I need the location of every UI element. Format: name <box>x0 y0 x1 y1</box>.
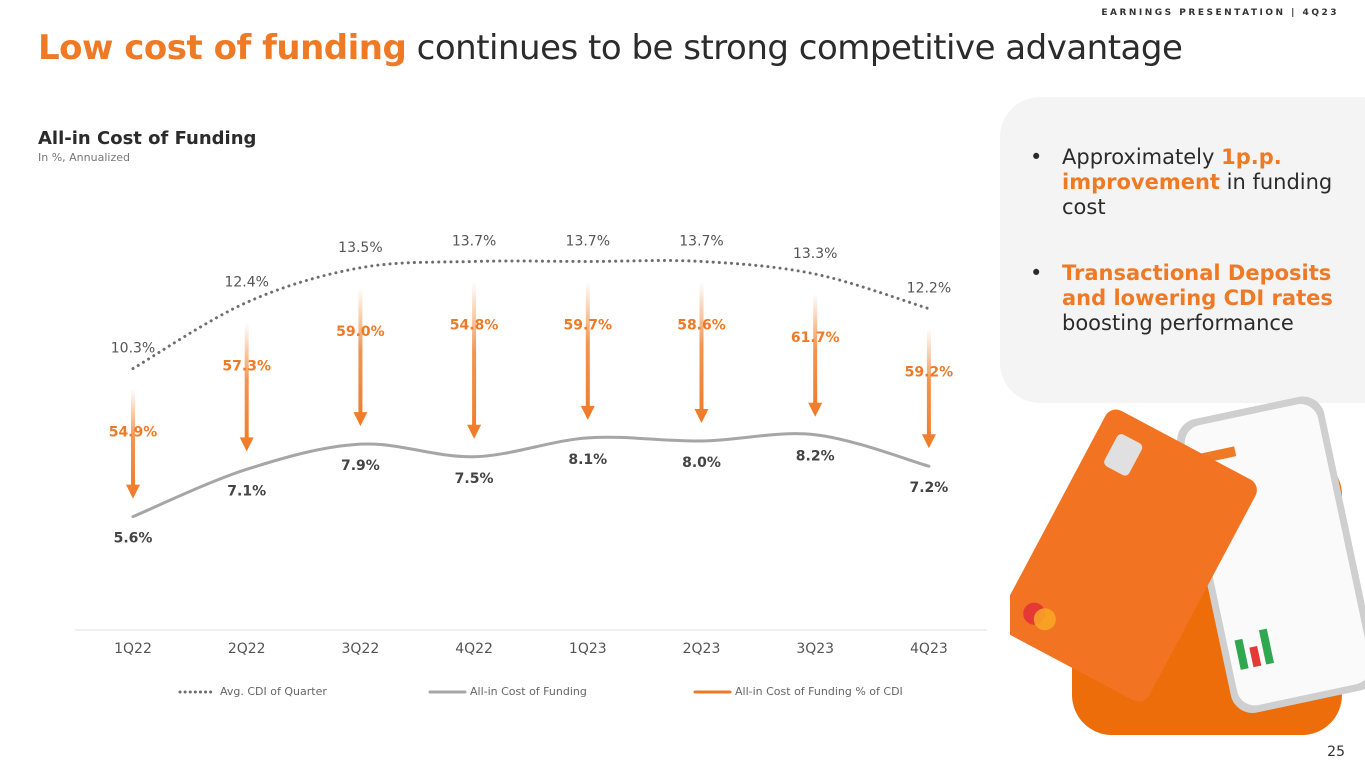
data-label: 8.0% <box>682 455 721 471</box>
data-label: 13.7% <box>566 233 610 249</box>
chart-subtitle: In %, Annualized <box>38 151 130 164</box>
data-label: 58.6% <box>677 317 726 333</box>
data-label: 13.5% <box>338 240 382 256</box>
arrow <box>467 281 482 439</box>
x-tick-label: 2Q23 <box>683 641 721 657</box>
x-tick-label: 4Q22 <box>455 641 493 657</box>
arrow <box>694 281 709 423</box>
legend-label: All-in Cost of Funding % of CDI <box>735 685 903 698</box>
bullet-segment: in funding cost <box>1062 170 1339 219</box>
data-label: 54.8% <box>450 317 499 333</box>
bullet-segment: boosting performance <box>1062 286 1340 335</box>
side-panel <box>1000 97 1365 403</box>
data-label: 12.2% <box>907 281 951 297</box>
x-tick-label: 2Q22 <box>228 641 266 657</box>
data-label: 12.4% <box>224 274 268 290</box>
page-number: 25 <box>1327 744 1345 760</box>
chart-title: All-in Cost of Funding <box>38 128 256 149</box>
phone-bar <box>1258 628 1275 665</box>
series-line <box>131 259 931 371</box>
data-label: 8.2% <box>796 449 835 465</box>
arrow <box>808 294 823 417</box>
x-tick-label: 1Q23 <box>569 641 607 657</box>
data-label: 57.3% <box>222 358 271 374</box>
data-label: 61.7% <box>791 330 840 346</box>
series-line <box>131 432 931 519</box>
bullet-text: Approximately 1p.p. improvement in fundi… <box>1062 145 1352 220</box>
data-label: 7.1% <box>227 483 266 499</box>
title-rest: continues to be strong competitive advan… <box>416 28 1183 68</box>
arrow <box>126 388 140 499</box>
data-label: 59.0% <box>336 324 385 340</box>
data-label: 54.9% <box>109 425 158 441</box>
bullet-segment: Transactional Deposits and lowering CDI … <box>1062 261 1339 310</box>
data-label: 7.9% <box>341 458 380 474</box>
data-label: 5.6% <box>114 531 153 547</box>
bullet-segment: Approximately <box>1062 145 1222 169</box>
arrow <box>580 281 595 420</box>
data-label: 8.1% <box>568 452 607 468</box>
arrow <box>239 322 254 452</box>
card-chip <box>1104 434 1143 476</box>
card-body <box>1010 409 1257 702</box>
arrow <box>353 287 368 427</box>
data-label: 13.7% <box>452 233 496 249</box>
chart: All-in Cost of Funding In %, Annualized … <box>38 128 987 698</box>
legend-label: Avg. CDI of Quarter <box>220 685 327 698</box>
x-tick-label: 4Q23 <box>910 641 948 657</box>
legend-label: All-in Cost of Funding <box>470 685 587 698</box>
data-label: 13.7% <box>679 233 723 249</box>
bullet-text: Transactional Deposits and lowering CDI … <box>1062 261 1352 336</box>
phone-bar <box>1234 638 1249 670</box>
data-label: 10.3% <box>111 341 155 357</box>
bullet-dot: • <box>1030 261 1043 285</box>
bullet-dot: • <box>1030 145 1043 169</box>
data-label: 59.7% <box>564 317 613 333</box>
data-label: 7.5% <box>455 471 494 487</box>
product-illustration <box>1010 396 1365 735</box>
bullet-segment: 1p.p. improvement <box>1062 145 1290 194</box>
x-tick-label: 1Q22 <box>114 641 152 657</box>
x-tick-label: 3Q22 <box>342 641 380 657</box>
card-logo <box>1033 608 1056 631</box>
arrow <box>921 328 936 449</box>
title: Low cost of funding continues to be stro… <box>38 28 1183 68</box>
data-label: 13.3% <box>793 246 837 262</box>
data-label: 7.2% <box>909 480 948 496</box>
x-tick-label: 3Q23 <box>796 641 834 657</box>
title-highlight: Low cost of funding <box>38 28 407 68</box>
header: EARNINGS PRESENTATION | 4Q23 <box>1101 8 1339 18</box>
data-label: 59.2% <box>905 365 954 381</box>
card <box>1010 409 1257 702</box>
phone-bar <box>1249 645 1262 668</box>
